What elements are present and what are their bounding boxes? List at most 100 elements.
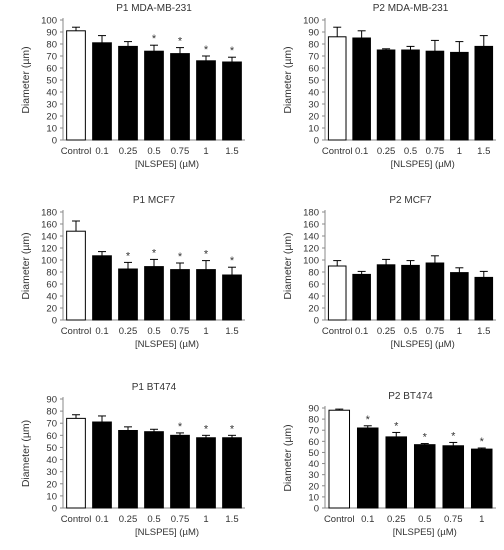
chart4-y-tick-label: 120 — [303, 244, 319, 255]
chart6-significance-marker: * — [366, 414, 371, 426]
chart6-x-tick-label: 0.25 — [387, 514, 406, 525]
chart3-x-tick-label: 0.5 — [147, 326, 160, 337]
chart4-y-tick-label: 140 — [303, 232, 319, 243]
chart4-bar — [401, 264, 420, 321]
chart5-x-tick-label: 1.5 — [225, 514, 238, 525]
chart6-x-label: [NLSPE5] (µM) — [393, 527, 457, 538]
chart3-x-tick-label: 1.5 — [225, 326, 238, 337]
chart4-bar — [376, 264, 396, 321]
chart1-y-tick-label: 0 — [52, 136, 57, 147]
chart6-y-tick-label: 80 — [308, 415, 319, 426]
chart4-bar — [474, 276, 494, 321]
chart3-significance-marker: * — [152, 247, 157, 259]
chart2-y-tick-label: 20 — [308, 112, 319, 123]
chart3-y-tick-label: 80 — [46, 268, 57, 279]
chart6-y-label: Diameter (µm) — [282, 424, 294, 491]
chart2-x-tick-label: 0.5 — [404, 146, 417, 157]
chart6-significance-marker: * — [451, 430, 456, 442]
chart1-x-tick-label: 1.5 — [225, 146, 238, 157]
chart5-x-tick-label: 0.75 — [171, 514, 190, 525]
chart3-y-label: Diameter (µm) — [20, 232, 32, 299]
chart6-bar — [413, 444, 436, 509]
chart2-y-tick-label: 70 — [308, 52, 319, 63]
chart6-significance-marker: * — [394, 420, 399, 432]
chart4-bar — [352, 273, 371, 321]
chart5-y-tick-label: 50 — [46, 443, 57, 454]
chart3-x-tick-label: 0.25 — [119, 326, 138, 337]
chart2-x-tick-label: 0.25 — [377, 146, 396, 157]
chart2-bar — [450, 51, 469, 141]
chart5-x-tick-label: 0.5 — [147, 514, 160, 525]
chart5-y-tick-label: 80 — [46, 407, 57, 418]
chart5-y-tick-label: 10 — [46, 491, 57, 502]
chart5-y-tick-label: 20 — [46, 479, 57, 490]
chart2-bar — [352, 37, 371, 141]
chart2-bar — [327, 36, 347, 141]
chart2-y-tick-label: 80 — [308, 40, 319, 51]
chart1-x-tick-label: 1 — [203, 146, 208, 157]
chart3-y-tick-label: 160 — [41, 220, 57, 231]
chart3-bar — [66, 230, 86, 321]
chart1-x-tick-label: 0.25 — [119, 146, 138, 157]
chart3-y-tick-label: 100 — [41, 256, 57, 267]
chart1-y-tick-label: 80 — [46, 40, 57, 51]
chart2-y-tick-label: 30 — [308, 100, 319, 111]
chart5-bar — [222, 437, 242, 509]
chart3-y-tick-label: 180 — [41, 208, 57, 219]
chart2-x-tick-label: 1 — [457, 146, 462, 157]
chart1-y-tick-label: 30 — [46, 100, 57, 111]
chart6-x-tick-label: 0.1 — [361, 514, 374, 525]
chart1-bar — [144, 50, 164, 141]
chart3-x-tick-label: 0.1 — [95, 326, 108, 337]
chart5-y-label: Diameter (µm) — [20, 420, 32, 487]
chart2-y-tick-label: 50 — [308, 76, 319, 87]
chart6-x-tick-label: 1 — [479, 514, 484, 525]
chart2-y-tick-label: 60 — [308, 64, 319, 75]
chart5-title: P1 BT474 — [132, 382, 177, 393]
chart4-y-tick-label: 100 — [303, 256, 319, 267]
chart6-x-tick-label: Control — [324, 514, 355, 525]
chart4-x-tick-label: 0.1 — [355, 326, 368, 337]
chart6-significance-marker: * — [480, 436, 485, 448]
chart6-y-tick-label: 50 — [308, 448, 319, 459]
chart3-x-tick-label: 1 — [203, 326, 208, 337]
chart1-significance-marker: * — [230, 45, 235, 57]
chart3-significance-marker: * — [126, 250, 131, 262]
chart3-bar — [144, 266, 164, 321]
chart4-y-tick-label: 0 — [314, 316, 319, 327]
chart3-x-tick-label: 0.75 — [171, 326, 190, 337]
chart3-y-tick-label: 20 — [46, 304, 57, 315]
chart4-y-tick-label: 20 — [308, 304, 319, 315]
chart3-bar — [118, 268, 138, 321]
chart3-y-tick-label: 120 — [41, 244, 57, 255]
chart6-title: P2 BT474 — [388, 391, 433, 402]
chart1-significance-marker: * — [204, 44, 209, 56]
chart3-y-tick-label: 0 — [52, 316, 57, 327]
chart5-y-tick-label: 60 — [46, 431, 57, 442]
chart6-x-tick-label: 0.5 — [418, 514, 431, 525]
chart6-bar — [442, 445, 465, 509]
chart5-bar — [118, 429, 138, 509]
chart1-y-tick-label: 40 — [46, 88, 57, 99]
chart1-x-tick-label: 0.1 — [95, 146, 108, 157]
chart1-y-tick-label: 100 — [41, 16, 57, 27]
chart1-bar — [170, 53, 190, 141]
chart2-y-tick-label: 90 — [308, 28, 319, 39]
chart1-y-tick-label: 50 — [46, 76, 57, 87]
chart6-bar — [328, 409, 351, 509]
chart2-x-label: [NLSPE5] (µM) — [391, 159, 455, 170]
chart3-y-tick-label: 140 — [41, 232, 57, 243]
chart4-y-tick-label: 180 — [303, 208, 319, 219]
chart4-bar — [425, 262, 445, 321]
chart6-y-tick-label: 30 — [308, 470, 319, 481]
chart3-title: P1 MCF7 — [133, 195, 176, 206]
chart2-bar — [376, 49, 396, 141]
chart1-y-tick-label: 70 — [46, 52, 57, 63]
chart2-bar — [401, 49, 420, 141]
chart6-y-tick-label: 10 — [308, 492, 319, 503]
chart6-y-tick-label: 0 — [314, 504, 319, 515]
chart1-y-tick-label: 20 — [46, 112, 57, 123]
chart4-y-tick-label: 160 — [303, 220, 319, 231]
chart3-bar — [196, 269, 216, 321]
